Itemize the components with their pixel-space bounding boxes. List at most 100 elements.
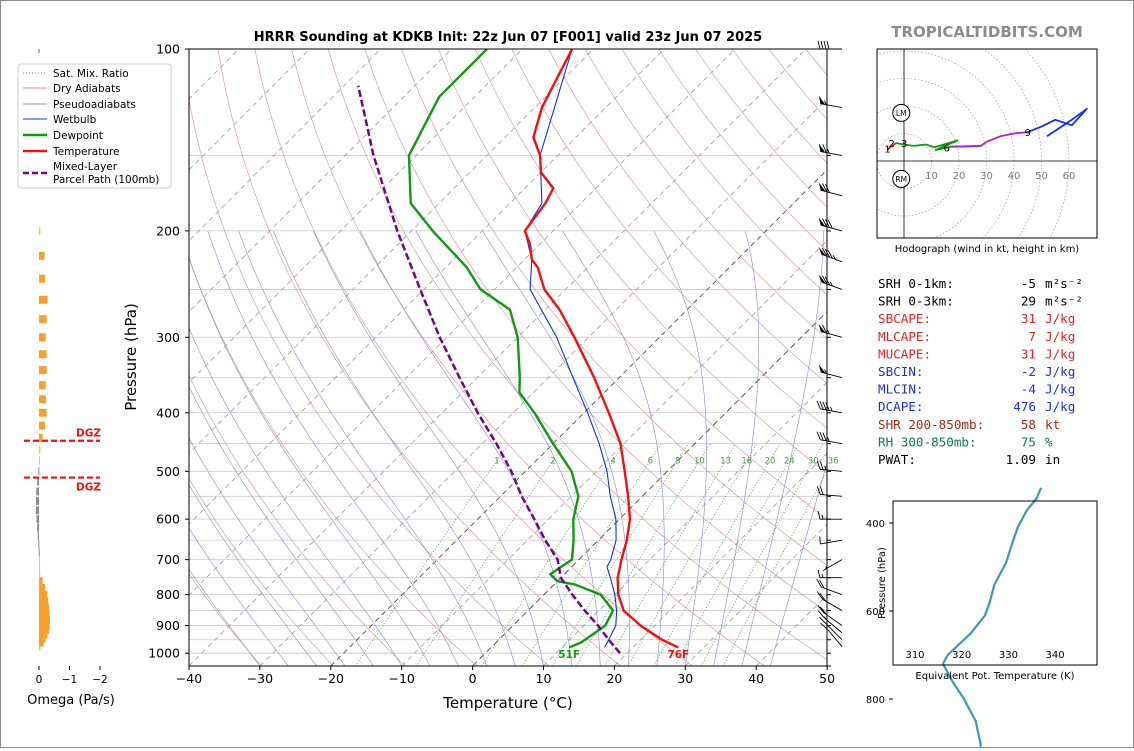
x-tick-label: 30 xyxy=(677,671,693,686)
omega-bar xyxy=(39,584,46,593)
omega-bar xyxy=(39,603,50,612)
thetae-y-tick-label: 600 xyxy=(866,607,885,618)
moist-adiabat xyxy=(189,527,289,666)
y-tick-label: 500 xyxy=(156,464,180,479)
hodograph-segment xyxy=(886,142,897,151)
wind-barb-shaft xyxy=(826,623,843,641)
wind-barb xyxy=(819,536,843,545)
omega-bar xyxy=(37,532,39,541)
omega-bar xyxy=(39,625,50,634)
skewt-xlabel: Temperature (°C) xyxy=(442,694,572,712)
omega-bar xyxy=(39,570,41,579)
wind-barb-feather xyxy=(817,511,821,520)
dry-adiabat xyxy=(511,49,827,429)
hodograph-segment xyxy=(950,131,1028,148)
legend-item-wetbulb: Wetbulb xyxy=(53,114,97,126)
hodograph-height-label: 2 xyxy=(888,139,894,150)
stat-label: MLCIN: xyxy=(878,382,924,397)
wind-barb xyxy=(822,559,843,571)
mixing-ratio-label: 20 xyxy=(765,457,776,467)
legend-item-parcel: Mixed-Layer Parcel Path (100mb) xyxy=(53,161,159,186)
omega-bar xyxy=(39,630,48,639)
thetae-x-tick-label: 340 xyxy=(1046,650,1065,661)
skewt-ylabel: Pressure (hPa) xyxy=(122,303,140,411)
mixing-ratio-label: 1 xyxy=(494,457,499,467)
wind-barb-feather xyxy=(822,401,827,411)
dry-adiabat xyxy=(189,477,334,666)
isotherm xyxy=(472,310,827,666)
stat-label: RH 300-850mb: xyxy=(878,434,977,449)
omega-bar xyxy=(39,456,40,465)
hodograph-ring-label: 50 xyxy=(1035,171,1048,182)
moist-adiabat xyxy=(360,230,573,666)
y-tick-label: 600 xyxy=(156,512,180,527)
brand-watermark: TROPICALTIDBITS.COM xyxy=(891,23,1083,41)
wind-barb-feather xyxy=(816,431,821,441)
wind-barb-feather xyxy=(819,592,826,602)
hodograph-motion-marker xyxy=(892,169,911,188)
legend: Sat. Mix. Ratio Dry Adiabats Pseudoadiab… xyxy=(17,63,172,189)
wind-barb-shaft xyxy=(820,468,843,472)
moist-adiabat xyxy=(207,230,459,666)
dry-adiabat xyxy=(217,49,622,666)
thetae-ylabel: Pressure (hPa) xyxy=(877,547,888,619)
isotherm xyxy=(189,49,736,596)
wind-barb xyxy=(817,604,843,626)
wind-barb-half-feather xyxy=(832,255,836,260)
stats-table: SRH 0-1km: -5 m²s⁻² SRH 0-3km: 29 m²s⁻² SBCAPE… xyxy=(878,276,1083,467)
y-tick-label: 300 xyxy=(156,330,180,345)
dgz-label: DGZ xyxy=(76,482,101,494)
stat-value: 29 xyxy=(1021,294,1036,309)
stat-unit: J/kg xyxy=(1045,311,1075,326)
stat-unit: in xyxy=(1045,452,1060,467)
omega-panel: DGZ DGZ 0 −1 −2 xyxy=(24,49,108,686)
wind-barb-flag xyxy=(818,364,826,374)
hodograph-grid xyxy=(877,49,1097,238)
wind-barb-half-feather xyxy=(830,406,833,412)
x-tick-label: 10 xyxy=(536,671,552,686)
wind-barb-feather xyxy=(819,486,824,495)
wind-barb-shaft xyxy=(822,599,843,611)
wind-barb-half-feather xyxy=(821,573,824,578)
wind-barb xyxy=(818,364,843,379)
dry-adiabat xyxy=(189,257,478,666)
skewt-background-lines xyxy=(189,49,827,666)
mixing-ratio-line xyxy=(674,443,800,666)
wind-barb-feather xyxy=(824,248,831,258)
wind-barb xyxy=(818,182,843,197)
omega-bar xyxy=(38,467,40,476)
isotherm xyxy=(684,523,827,666)
stat-value: -2 xyxy=(1021,364,1036,379)
y-tick-label: 200 xyxy=(156,223,180,238)
wind-barb-feather xyxy=(827,249,833,259)
wind-barb-shaft xyxy=(820,493,843,497)
thetae-y-tick-label: 400 xyxy=(866,519,885,530)
y-tick-label: 1000 xyxy=(148,646,180,661)
hodograph-height-label: 9 xyxy=(1025,128,1031,139)
legend-item-dry-adiabats: Dry Adiabats xyxy=(53,83,121,95)
mixing-ratio-label: 24 xyxy=(784,457,795,467)
wind-barb xyxy=(818,246,843,263)
legend-item-temperature: Temperature xyxy=(52,146,120,158)
mixing-ratio-label: 8 xyxy=(675,457,680,467)
wind-barb-flag xyxy=(818,323,826,333)
thetae-xlabel: Equivalent Pot. Temperature (K) xyxy=(915,671,1074,682)
wind-barb-feather xyxy=(819,616,827,625)
x-tick-label: −30 xyxy=(247,671,273,686)
wind-barb xyxy=(816,486,843,497)
mixing-ratio-label: 4 xyxy=(610,457,615,467)
wind-barb xyxy=(818,323,843,338)
omega-bar xyxy=(39,381,46,390)
wind-barb-feather xyxy=(817,604,825,614)
omega-bar xyxy=(39,615,50,624)
wind-barb-feather xyxy=(816,578,822,588)
omega-bar xyxy=(39,421,46,430)
hodograph-motion-label: LM xyxy=(896,109,907,118)
wind-barb xyxy=(819,616,843,641)
wind-barb-half-feather xyxy=(824,369,827,374)
y-tick-label: 700 xyxy=(156,552,180,567)
wind-barb-shaft xyxy=(823,612,843,626)
wind-barb-feather xyxy=(824,276,831,286)
stat-unit: J/kg xyxy=(1045,382,1075,397)
hodograph-segment xyxy=(895,139,982,151)
